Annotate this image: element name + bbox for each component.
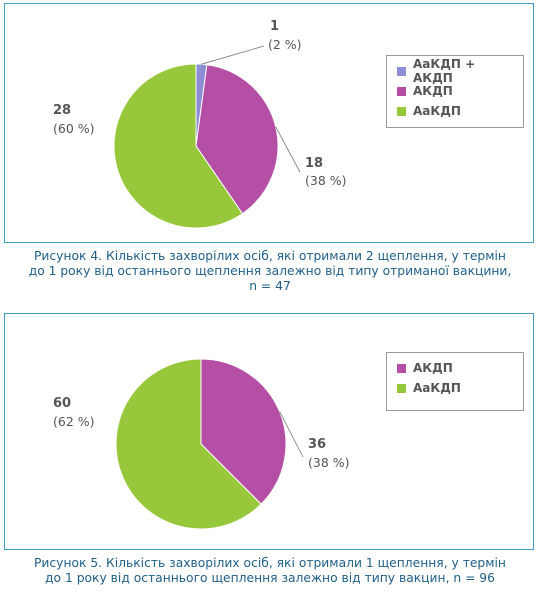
legend-swatch [397, 383, 406, 393]
caption-line: до 1 року від останнього щеплення залежн… [45, 571, 495, 585]
pie-chart-1: 1 (2 %) 18 (38 %) 28 (60 %) [53, 19, 347, 229]
data-label-percent: (62 %) [53, 414, 95, 429]
data-label-percent: (38 %) [308, 455, 350, 470]
leader-line [275, 126, 301, 173]
caption-line: Рисунок 4. Кількість захворілих осіб, як… [34, 249, 506, 263]
legend-item: АКДП [397, 358, 515, 378]
legend-item: АКДП [397, 81, 515, 101]
data-label-value: 1 [270, 19, 279, 34]
legend-swatch [397, 363, 406, 373]
chart-panel-1: 1 (2 %) 18 (38 %) 28 (60 %) АаКДП + АКДП АКДП А… [4, 3, 534, 243]
legend-label: АКДП [413, 361, 453, 375]
figure-caption-5: Рисунок 5. Кількість захворілих осіб, як… [0, 556, 540, 586]
legend-item: АаКДП [397, 101, 515, 121]
legend-label: АаКДП [413, 381, 461, 395]
leader-line [279, 411, 304, 458]
legend-label: АаКДП + АКДП [413, 57, 476, 85]
leader-line [201, 45, 265, 65]
caption-line: Рисунок 5. Кількість захворілих осіб, як… [34, 556, 506, 570]
data-label-value: 36 [308, 437, 326, 452]
pie-slice [115, 358, 262, 530]
pie-slice [113, 63, 244, 229]
pie-slice [195, 64, 279, 215]
data-label-value: 18 [305, 156, 323, 171]
legend-swatch [397, 66, 406, 76]
legend-1: АаКДП + АКДП АКДП АаКДП [386, 55, 524, 128]
legend-item: АаКДП + АКДП [397, 57, 515, 85]
data-label-percent: (38 %) [305, 173, 347, 188]
data-label-value: 28 [53, 103, 71, 118]
legend-label: АаКДП [413, 104, 461, 118]
caption-line: n = 47 [249, 279, 291, 293]
data-label-percent: (60 %) [53, 121, 95, 136]
pie-chart-2: 36 (38 %) 60 (62 %) [53, 358, 350, 530]
legend-item: АаКДП [397, 378, 515, 398]
figure-caption-4: Рисунок 4. Кількість захворілих осіб, як… [0, 249, 540, 294]
pie-slice [200, 358, 287, 505]
chart-panel-2: 36 (38 %) 60 (62 %) АКДП АаКДП [4, 313, 534, 550]
caption-line: до 1 року від останнього щеплення залежн… [28, 264, 512, 278]
data-label-value: 60 [53, 396, 71, 411]
legend-label: АКДП [413, 84, 453, 98]
data-label-percent: (2 %) [268, 37, 302, 52]
legend-2: АКДП АаКДП [386, 352, 524, 411]
legend-swatch [397, 86, 406, 96]
legend-swatch [397, 106, 406, 116]
